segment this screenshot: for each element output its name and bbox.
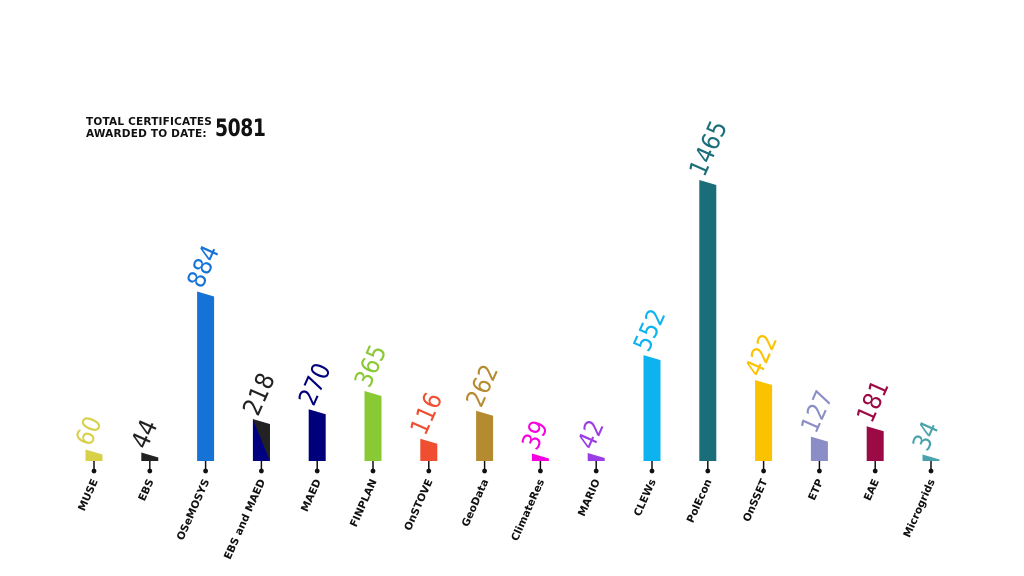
value-label-etp: 127 (795, 386, 839, 437)
dot-muse (91, 468, 97, 474)
category-label-mario: MARIO (576, 477, 603, 518)
dot-eae (872, 468, 878, 474)
category-label-etp: ETP (806, 477, 826, 502)
category-label-onstove: OnSTOVE (402, 477, 435, 532)
bar-climateres (531, 453, 549, 461)
category-label-climateres: ClimateRes (509, 477, 547, 543)
dot-climateres (538, 468, 543, 474)
category-label-finplan: FINPLAN (348, 477, 380, 529)
category-label-microgrids: Microgrids (901, 477, 937, 539)
value-label-microgrids: 34 (906, 417, 944, 455)
bar-geodata (476, 410, 494, 461)
bar-microgrids (922, 454, 940, 461)
value-label-geodata: 262 (460, 360, 504, 411)
dot-geodata (482, 468, 487, 474)
value-label-mario: 42 (572, 415, 610, 453)
category-label-geodata: GeoData (460, 477, 492, 528)
dot-mario (593, 468, 599, 474)
dot-osemosys (203, 468, 209, 474)
total-value: 5081 (215, 114, 266, 142)
total-label: TOTAL CERTIFICATES AWARDED TO DATE: (86, 116, 212, 140)
value-label-onstove: 116 (404, 388, 448, 439)
total-label-line2: AWARDED TO DATE: (86, 128, 207, 140)
dot-clews (649, 468, 655, 474)
dot-onsset (761, 468, 766, 474)
bar-onstove (420, 438, 438, 461)
dot-ebs (147, 468, 153, 474)
dot-onstove (426, 468, 432, 474)
value-label-muse: 60 (69, 412, 107, 450)
value-label-climateres: 39 (516, 416, 554, 454)
value-label-eae: 181 (851, 376, 895, 427)
value-label-osemosys: 884 (181, 241, 225, 292)
value-label-clews: 552 (627, 305, 671, 356)
value-label-ebs: 44 (125, 415, 163, 453)
value-label-finplan: 365 (348, 340, 392, 391)
category-label-maed: MAED (299, 477, 324, 514)
bar-ebs-and-maed-split (252, 419, 270, 461)
category-label-clews: CLEWs (632, 477, 659, 518)
value-label-maed: 270 (293, 359, 337, 410)
dot-finplan (370, 468, 376, 474)
category-label-eae: EAE (862, 477, 882, 502)
bars-group: 60 MUSE 44 EBS 884 OSeMOSYS 218 EBS and MAED 270… (69, 116, 944, 561)
category-label-onsset: OnSSET (741, 477, 771, 524)
bar-finplan (364, 390, 382, 461)
category-label-muse: MUSE (76, 477, 101, 513)
bar-onsset (755, 380, 773, 461)
value-label-polecon: 1465 (683, 116, 733, 180)
bar-ebs (141, 452, 159, 461)
bar-etp (810, 436, 828, 461)
bar-osemosys (197, 291, 215, 461)
value-label-ebs-and-maed: 218 (237, 369, 281, 420)
bar-muse (85, 449, 103, 461)
dot-maed (314, 468, 320, 474)
dot-ebs-and-maed (259, 468, 264, 474)
value-label-onsset: 422 (739, 329, 783, 380)
bar-eae (866, 426, 884, 461)
bar-mario (587, 452, 605, 461)
category-label-ebs-and-maed: EBS and MAED (222, 477, 268, 561)
category-label-ebs: EBS (136, 477, 156, 503)
dot-etp (817, 468, 822, 474)
total-certificates-header: TOTAL CERTIFICATES AWARDED TO DATE: 5081 (86, 114, 280, 142)
bar-maed (308, 409, 326, 461)
bar-polecon (699, 180, 717, 461)
dot-microgrids (928, 468, 934, 474)
category-label-osemosys: OSeMOSYS (175, 477, 213, 542)
bar-clews (643, 355, 661, 461)
dot-polecon (705, 468, 711, 474)
category-label-polecon: PolEcon (685, 477, 715, 524)
total-label-line1: TOTAL CERTIFICATES (86, 116, 213, 128)
